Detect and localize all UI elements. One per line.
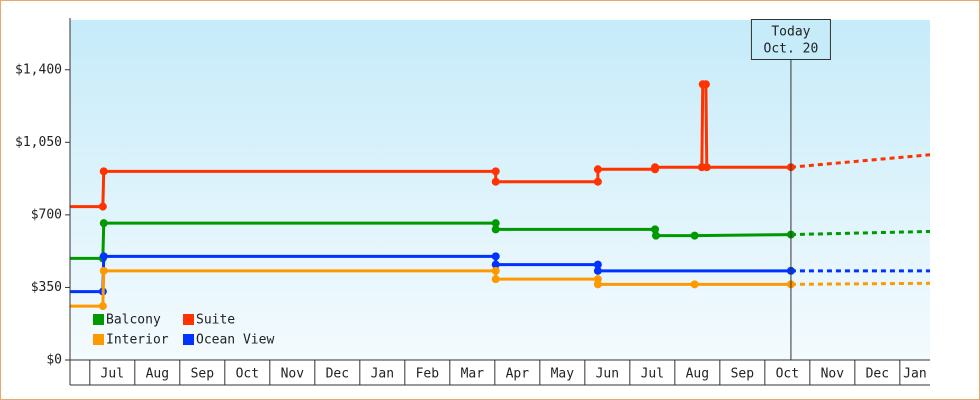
price-point (98, 202, 107, 211)
x-tick-label: Apr (506, 367, 530, 382)
x-tick-label: Oct (776, 367, 799, 382)
price-point (593, 266, 602, 275)
price-point (690, 231, 699, 240)
price-point (99, 252, 108, 261)
x-tick-label: Aug (686, 367, 709, 382)
today-label: Today (771, 25, 810, 40)
price-point (491, 219, 500, 228)
x-tick-label: Jun (596, 367, 619, 382)
price-point (702, 163, 711, 172)
x-tick-label: Jul (101, 367, 124, 382)
price-point (651, 231, 660, 240)
price-point (651, 163, 660, 172)
legend-swatch (93, 334, 104, 345)
y-tick-label: $700 (31, 207, 62, 222)
x-tick-label: Jan (371, 367, 394, 382)
x-tick-label: Oct (236, 367, 259, 382)
legend-label: Interior (106, 333, 169, 348)
legend-label: Balcony (106, 313, 161, 328)
legend-label: Ocean View (196, 333, 274, 348)
y-tick-label: $350 (31, 280, 62, 295)
today-box (750, 19, 831, 60)
today-label: Oct. 20 (764, 42, 819, 57)
price-point (593, 280, 602, 289)
price-point (491, 252, 500, 261)
price-point (491, 177, 500, 186)
legend-swatch (183, 334, 194, 345)
price-point (593, 260, 602, 269)
price-point (491, 260, 500, 269)
x-tick-label: Jan (903, 367, 926, 382)
x-tick-label: Mar (461, 367, 485, 382)
y-tick-label: $0 (46, 353, 62, 368)
x-tick-label: Sep (191, 367, 215, 382)
price-point (99, 167, 108, 176)
price-point (593, 177, 602, 186)
y-tick-label: $1,400 (15, 62, 62, 77)
x-tick-label: Aug (146, 367, 169, 382)
price-point (99, 219, 108, 228)
price-point (701, 80, 710, 89)
x-tick-label: Feb (416, 367, 440, 382)
price-point (651, 225, 660, 234)
legend-label: Suite (196, 313, 235, 328)
price-point (491, 266, 500, 275)
legend-swatch (93, 314, 104, 325)
legend-swatch (183, 314, 194, 325)
x-tick-label: Sep (731, 367, 755, 382)
price-point (491, 225, 500, 234)
price-point (98, 302, 107, 311)
price-point (99, 266, 108, 275)
x-tick-label: Nov (821, 367, 845, 382)
x-tick-label: Dec (866, 367, 889, 382)
x-tick-label: Jul (641, 367, 664, 382)
price-point (690, 280, 699, 289)
price-point (593, 165, 602, 174)
price-point (491, 275, 500, 284)
x-tick-label: Dec (326, 367, 349, 382)
x-tick-label: May (551, 367, 575, 382)
x-tick-label: Nov (281, 367, 305, 382)
y-tick-label: $1,050 (15, 135, 62, 150)
price-point (491, 167, 500, 176)
plot-area (70, 20, 930, 360)
